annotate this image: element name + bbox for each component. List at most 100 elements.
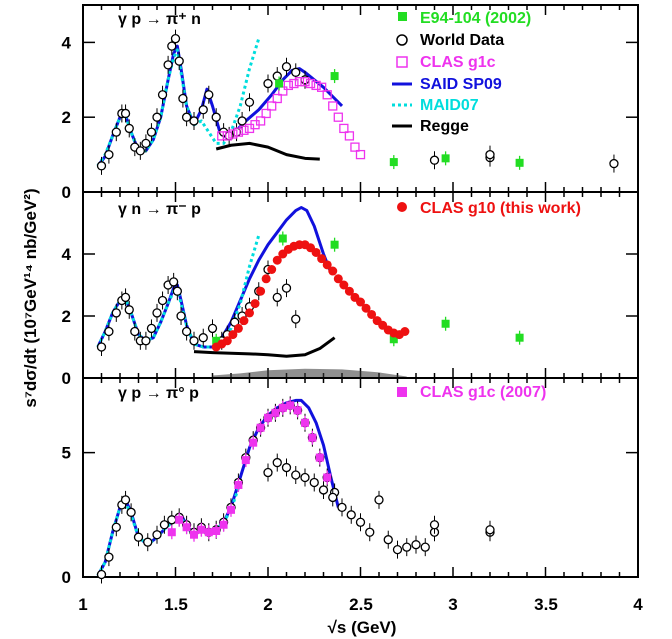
data-point-e94-104-2002 (389, 335, 398, 344)
data-point-world-data (198, 105, 208, 115)
data-point-clas-g1c-2007 (182, 523, 191, 532)
data-point-world-data (172, 286, 183, 296)
data-point-clas-g1c-2007 (308, 433, 317, 442)
data-point-world-data (178, 93, 188, 104)
legend-marker-g1c-2007 (397, 387, 407, 397)
x-tick-label: 3.5 (534, 595, 558, 614)
legend-marker-g1c (396, 56, 408, 68)
legend-label-world: World Data (420, 32, 504, 49)
data-point-clas-g1c (322, 90, 332, 100)
data-point-world-data (204, 90, 214, 100)
legend-panel-1: E94-104 (2002) World Data CLAS g1c SAID … (392, 10, 531, 135)
data-point-clas-g1c (217, 131, 227, 141)
data-point-world-data (111, 522, 121, 532)
data-point-world-data (174, 56, 184, 66)
data-point-world-data (104, 552, 114, 562)
data-point-world-data (96, 161, 107, 171)
plot-frame (82, 377, 639, 578)
data-point-clas-g10-this-work (400, 327, 410, 336)
data-point-world-data (159, 520, 170, 530)
chart-panel-3: 05 (62, 377, 639, 587)
data-point-world-data (135, 146, 146, 156)
data-point-world-data (189, 336, 199, 346)
data-point-clas-g10-this-work (250, 299, 260, 309)
data-point-e94-104-2002 (330, 240, 339, 249)
legend-label-maid: MAID07 (420, 97, 479, 114)
data-point-world-data (181, 326, 192, 337)
data-point-world-data (300, 472, 310, 483)
data-point-clas-g1c-2007 (190, 530, 198, 539)
data-point-world-data (485, 149, 495, 160)
data-point-clas-g1c (278, 86, 288, 96)
data-point-world-data (374, 495, 384, 505)
data-point-world-data (120, 108, 131, 119)
x-tick-label: 2.5 (349, 595, 373, 614)
data-point-clas-g1c (344, 131, 355, 141)
data-point-clas-g1c (316, 82, 327, 92)
data-point-world-data (126, 507, 136, 517)
data-point-clas-g10-this-work (233, 323, 243, 333)
data-point-e94-104-2002 (278, 234, 287, 243)
data-point-clas-g10-this-work (333, 274, 343, 284)
data-point-world-data (181, 112, 192, 122)
data-point-world-data (272, 71, 282, 81)
data-point-clas-g1c-2007 (234, 480, 243, 489)
x-tick-label: 1 (78, 595, 87, 614)
series-line-said-sp09 (96, 206, 333, 349)
data-point-world-data (429, 520, 440, 530)
data-point-clas-g10-this-work (339, 280, 349, 290)
x-tick-label: 4 (633, 595, 643, 614)
data-point-world-data (291, 314, 301, 324)
data-point-clas-g10-this-work (367, 309, 377, 319)
data-point-clas-g1c-2007 (241, 456, 250, 465)
data-point-clas-g10-this-work (328, 266, 338, 276)
data-point-world-data (96, 342, 107, 352)
data-point-world-data (392, 544, 403, 555)
data-point-world-data (291, 67, 301, 77)
data-point-clas-g10-this-work (228, 330, 238, 340)
data-point-clas-g1c (261, 108, 271, 119)
data-point-clas-g10-this-work (256, 286, 266, 296)
data-point-clas-g1c (350, 142, 360, 152)
series-line-regge (193, 336, 336, 358)
data-point-clas-g1c-2007 (256, 423, 265, 432)
data-point-e94-104-2002 (275, 79, 284, 88)
data-point-clas-g1c (300, 77, 310, 87)
data-point-e94-104-2002 (441, 154, 450, 163)
data-point-world-data (152, 112, 162, 122)
data-point-world-data (170, 34, 181, 44)
data-point-clas-g1c (222, 131, 232, 141)
data-point-clas-g1c (339, 123, 349, 134)
data-point-clas-g1c (233, 127, 244, 137)
data-point-world-data (152, 308, 162, 318)
data-point-world-data (485, 525, 495, 535)
data-point-world-data (157, 90, 168, 100)
data-point-clas-g1c (283, 80, 294, 91)
data-point-clas-g10-this-work (344, 286, 354, 296)
data-point-world-data (609, 158, 619, 169)
data-point-clas-g1c-2007 (301, 418, 309, 427)
data-point-world-data (207, 323, 218, 334)
y-tick-label: 0 (62, 568, 71, 587)
data-point-world-data (157, 295, 168, 306)
y-tick-label: 2 (62, 108, 71, 127)
data-point-world-data (168, 277, 179, 287)
data-point-world-data (96, 569, 107, 580)
x-tick-label: 2 (263, 595, 272, 614)
data-point-clas-g1c (255, 116, 266, 126)
data-point-clas-g1c-2007 (212, 526, 221, 535)
y-tick-label: 2 (62, 307, 71, 326)
data-point-world-data (281, 283, 292, 293)
data-point-clas-g1c-2007 (219, 520, 228, 529)
data-point-clas-g1c (311, 80, 321, 91)
data-point-world-data (120, 495, 131, 505)
legend-label-regge: Regge (420, 118, 469, 135)
data-point-world-data (309, 477, 319, 488)
x-tick-label: 1.5 (164, 595, 188, 614)
data-point-clas-g10-this-work (311, 247, 321, 257)
data-point-world-data (163, 60, 173, 70)
data-point-clas-g10-this-work (272, 255, 282, 265)
data-point-world-data (141, 336, 151, 346)
y-tick-label: 4 (62, 33, 72, 52)
